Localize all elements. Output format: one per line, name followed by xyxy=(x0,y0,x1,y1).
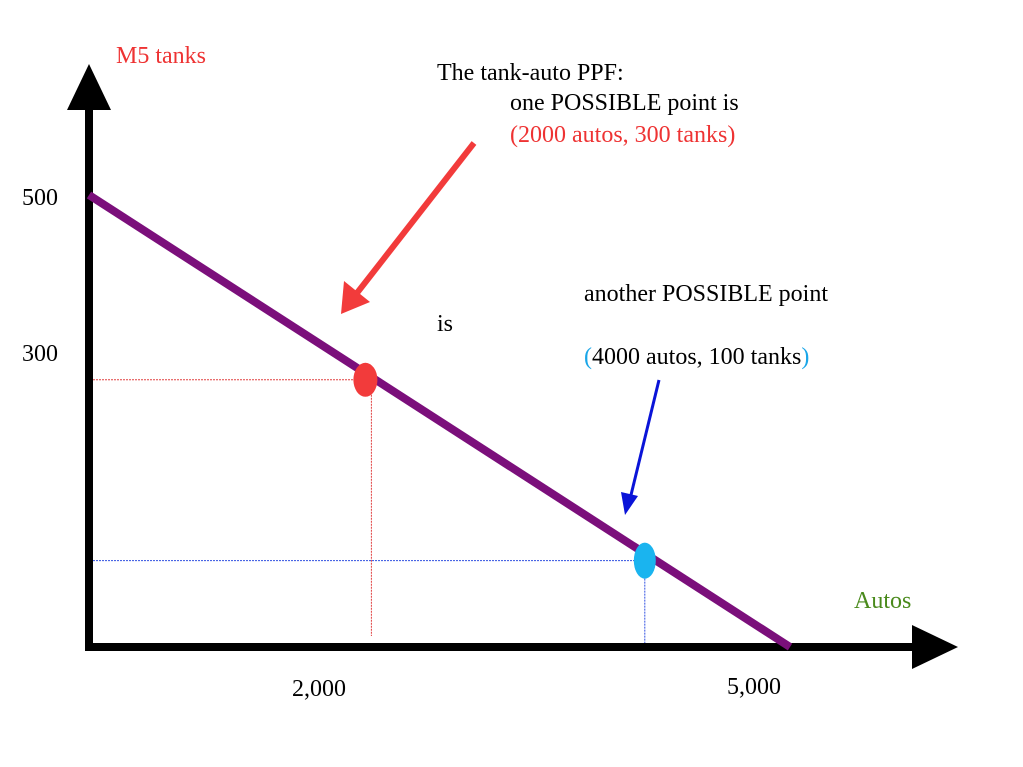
y-tick-label-300: 300 xyxy=(22,341,58,367)
annotation-point-2-coords: (4000 autos, 100 tanks) xyxy=(584,344,809,370)
annotation-second-line-1: another POSSIBLE point xyxy=(584,281,828,307)
possible-point-2 xyxy=(633,542,656,579)
blue-arrow-shaft xyxy=(629,379,661,496)
x-tick-label-5000: 5,000 xyxy=(727,674,781,700)
paren-open: ( xyxy=(584,344,592,370)
x-tick-label-2000: 2,000 xyxy=(292,676,346,702)
red-arrow-shaft xyxy=(354,141,477,295)
y-axis-label: M5 tanks xyxy=(116,43,206,69)
y-tick-label-500: 500 xyxy=(22,185,58,211)
red-arrow-head xyxy=(341,281,370,314)
possible-point-1 xyxy=(353,362,378,397)
annotation-second-is: is xyxy=(437,311,453,337)
ppf-line xyxy=(86,191,793,651)
annotation-title-line-1: The tank-auto PPF: xyxy=(437,60,624,86)
annotation-title-line-2: one POSSIBLE point is xyxy=(510,90,739,116)
x-axis-label: Autos xyxy=(854,588,911,614)
y-axis-arrowhead xyxy=(67,64,111,110)
point-2-coords-text: 4000 autos, 100 tanks xyxy=(592,344,801,370)
blue-arrow-head xyxy=(621,492,638,515)
annotation-point-1-coords: (2000 autos, 300 tanks) xyxy=(510,122,735,148)
x-axis-arrowhead xyxy=(912,625,958,669)
paren-close: ) xyxy=(801,344,809,370)
